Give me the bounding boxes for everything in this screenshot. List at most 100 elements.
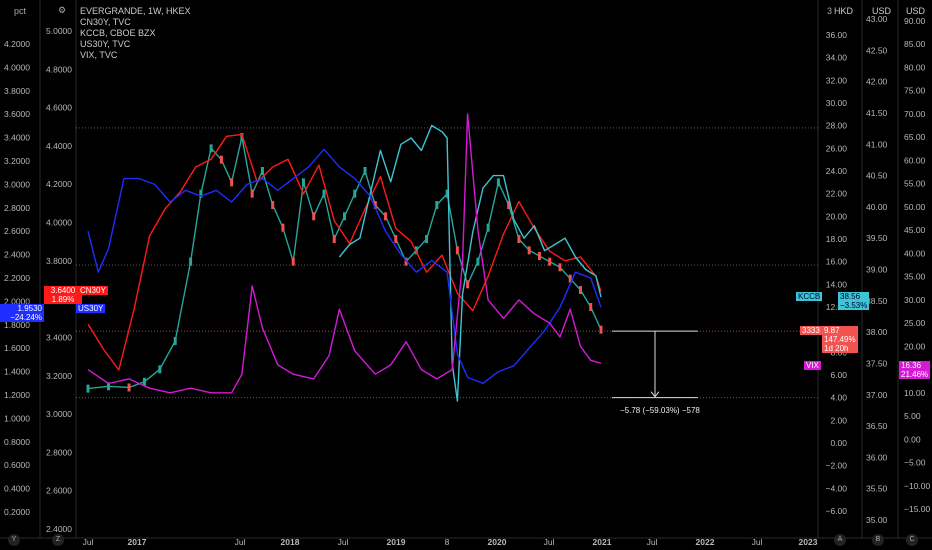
us30y-price-tag: 1.9530 −24.24% bbox=[0, 304, 44, 322]
x-tick-label: 2018 bbox=[281, 537, 300, 547]
y-tick-label-pct_left: 3.2000 bbox=[46, 371, 72, 381]
y-tick-label-hkd_right: 30.00 bbox=[826, 98, 848, 108]
y-tick-label-usd_vix: 50.00 bbox=[904, 202, 926, 212]
x-tick-label: Jul bbox=[752, 537, 763, 547]
y-tick-label-usd_vix: 70.00 bbox=[904, 109, 926, 119]
kccb-name-tag: KCCB bbox=[796, 292, 823, 301]
candle bbox=[301, 178, 305, 187]
button-z[interactable]: Z bbox=[52, 534, 64, 546]
settings-icon[interactable]: ⚙ bbox=[58, 5, 67, 15]
candle bbox=[496, 178, 500, 187]
x-tick-label: Jul bbox=[544, 537, 555, 547]
y-tick-label-usd_vix: −10.00 bbox=[904, 481, 931, 491]
y-tick-label-hkd_right: 0.00 bbox=[830, 438, 847, 448]
scale-label-usd-2[interactable]: USD bbox=[906, 6, 926, 16]
button-c[interactable]: C bbox=[906, 534, 918, 546]
legend-vix[interactable]: VIX, TVC bbox=[80, 50, 118, 60]
y-tick-label-usd_vix: 0.00 bbox=[904, 434, 921, 444]
y-tick-label-hkd_right: 34.00 bbox=[826, 53, 848, 63]
candle bbox=[209, 144, 213, 153]
y-tick-label-usd_kccb: 37.00 bbox=[866, 390, 888, 400]
x-tick-label: Jul bbox=[338, 537, 349, 547]
candle bbox=[107, 382, 111, 391]
y-tick-label-pct_left: 3.0000 bbox=[46, 409, 72, 419]
evergrande-price-tag: 9.87 147.49% 1d 20h bbox=[822, 326, 858, 353]
y-tick-label-usd_vix: 20.00 bbox=[904, 341, 926, 351]
cn30y-name-tag: CN30Y bbox=[78, 286, 108, 295]
candle bbox=[312, 212, 316, 221]
candle bbox=[537, 252, 541, 260]
candle bbox=[281, 223, 285, 232]
candle bbox=[476, 257, 480, 266]
y-tick-label-hkd_right: −2.00 bbox=[825, 461, 847, 471]
y-tick-label-usd_kccb: 38.00 bbox=[866, 327, 888, 337]
legend-main-symbol[interactable]: EVERGRANDE, 1W, HKEX bbox=[80, 6, 191, 16]
y-tick-label-usd_vix: 35.00 bbox=[904, 272, 926, 282]
evergrande-id-tag: 3333 bbox=[800, 326, 822, 335]
scale-label-usd-1[interactable]: USD bbox=[872, 6, 892, 16]
candle bbox=[173, 337, 177, 345]
y-tick-label-pct_left: 2.6000 bbox=[46, 486, 72, 496]
y-tick-label-pct_left: 5.0000 bbox=[46, 26, 72, 36]
y-tick-label-pct_left: 4.2000 bbox=[46, 179, 72, 189]
y-tick-label-pct_far_left: 3.4000 bbox=[4, 133, 30, 143]
us30y-value: 1.9530 bbox=[17, 304, 42, 313]
y-tick-label-usd_kccb: 39.00 bbox=[866, 265, 888, 275]
button-b[interactable]: B bbox=[872, 534, 884, 546]
y-tick-label-hkd_right: 22.00 bbox=[826, 189, 848, 199]
y-tick-label-usd_kccb: 43.00 bbox=[866, 14, 888, 24]
y-tick-label-hkd_right: 32.00 bbox=[826, 75, 848, 85]
candle bbox=[373, 201, 377, 209]
y-tick-label-hkd_right: 16.00 bbox=[826, 257, 848, 267]
x-tick-label: 2023 bbox=[799, 537, 818, 547]
y-tick-label-pct_far_left: 2.8000 bbox=[4, 203, 30, 213]
y-tick-label-usd_vix: 60.00 bbox=[904, 155, 926, 165]
candle bbox=[425, 235, 429, 243]
series-line-evergrande bbox=[87, 136, 602, 390]
y-tick-label-usd_kccb: 36.00 bbox=[866, 452, 888, 462]
button-a[interactable]: A bbox=[834, 534, 846, 546]
candle bbox=[384, 212, 388, 221]
y-tick-label-pct_far_left: 0.6000 bbox=[4, 460, 30, 470]
y-tick-label-hkd_right: 28.00 bbox=[826, 121, 848, 131]
y-tick-label-pct_left: 4.0000 bbox=[46, 218, 72, 228]
y-tick-label-hkd_right: 2.00 bbox=[830, 415, 847, 425]
y-tick-label-hkd_right: −6.00 bbox=[825, 506, 847, 516]
vix-price-tag: 16.36 21.46% bbox=[899, 361, 931, 379]
y-tick-label-pct_far_left: 1.0000 bbox=[4, 413, 30, 423]
y-tick-label-pct_far_left: 3.8000 bbox=[4, 86, 30, 96]
candle bbox=[435, 201, 439, 209]
candle bbox=[199, 189, 203, 198]
y-tick-label-usd_kccb: 40.50 bbox=[866, 171, 888, 181]
x-tick-label: 2022 bbox=[696, 537, 715, 547]
candle bbox=[363, 167, 367, 175]
legend-kccb[interactable]: KCCB, CBOE BZX bbox=[80, 28, 156, 38]
cn30y-pct: 1.89% bbox=[51, 295, 75, 304]
y-tick-label-pct_far_left: 2.6000 bbox=[4, 226, 30, 236]
legend-us30y[interactable]: US30Y, TVC bbox=[80, 39, 131, 49]
candle bbox=[394, 235, 398, 243]
y-tick-label-usd_kccb: 42.50 bbox=[866, 45, 888, 55]
scale-label-3: 3 bbox=[827, 6, 833, 16]
y-tick-label-usd_vix: 30.00 bbox=[904, 295, 926, 305]
x-tick-label: 2020 bbox=[488, 537, 507, 547]
y-tick-label-hkd_right: −4.00 bbox=[825, 483, 847, 493]
scale-label-hkd[interactable]: HKD bbox=[834, 6, 854, 16]
candle bbox=[455, 246, 459, 255]
candle bbox=[599, 325, 603, 334]
y-tick-label-usd_kccb: 38.50 bbox=[866, 296, 888, 306]
y-tick-label-usd_kccb: 42.00 bbox=[866, 77, 888, 87]
button-y[interactable]: Y bbox=[8, 534, 20, 546]
legend-cn30y[interactable]: CN30Y, TVC bbox=[80, 17, 131, 27]
candle bbox=[548, 257, 552, 266]
candle bbox=[568, 274, 572, 283]
kccb-pct: −3.53% bbox=[840, 301, 868, 310]
series-line-vix bbox=[87, 113, 602, 394]
y-tick-label-pct_far_left: 2.2000 bbox=[4, 273, 30, 283]
candle bbox=[240, 133, 244, 141]
y-tick-label-pct_far_left: 1.8000 bbox=[4, 320, 30, 330]
candle bbox=[86, 384, 90, 393]
y-tick-label-usd_kccb: 41.50 bbox=[866, 108, 888, 118]
kccb-value: 38.56 bbox=[840, 292, 861, 301]
